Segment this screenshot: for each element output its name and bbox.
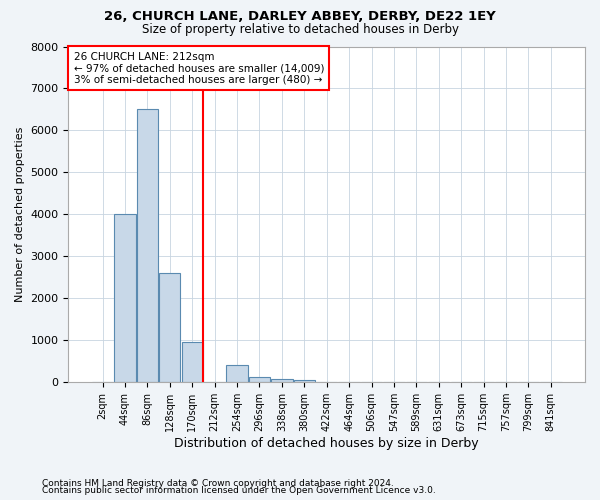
X-axis label: Distribution of detached houses by size in Derby: Distribution of detached houses by size … xyxy=(175,437,479,450)
Bar xyxy=(182,342,203,382)
Text: Contains HM Land Registry data © Crown copyright and database right 2024.: Contains HM Land Registry data © Crown c… xyxy=(42,478,394,488)
Text: 26, CHURCH LANE, DARLEY ABBEY, DERBY, DE22 1EY: 26, CHURCH LANE, DARLEY ABBEY, DERBY, DE… xyxy=(104,10,496,23)
Bar xyxy=(115,214,136,382)
Bar xyxy=(293,380,315,382)
Bar xyxy=(271,379,293,382)
Text: 26 CHURCH LANE: 212sqm
← 97% of detached houses are smaller (14,009)
3% of semi-: 26 CHURCH LANE: 212sqm ← 97% of detached… xyxy=(74,52,324,84)
Bar xyxy=(249,377,270,382)
Text: Contains public sector information licensed under the Open Government Licence v3: Contains public sector information licen… xyxy=(42,486,436,495)
Bar xyxy=(137,110,158,382)
Bar xyxy=(159,273,181,382)
Text: Size of property relative to detached houses in Derby: Size of property relative to detached ho… xyxy=(142,22,458,36)
Y-axis label: Number of detached properties: Number of detached properties xyxy=(15,126,25,302)
Bar xyxy=(226,366,248,382)
